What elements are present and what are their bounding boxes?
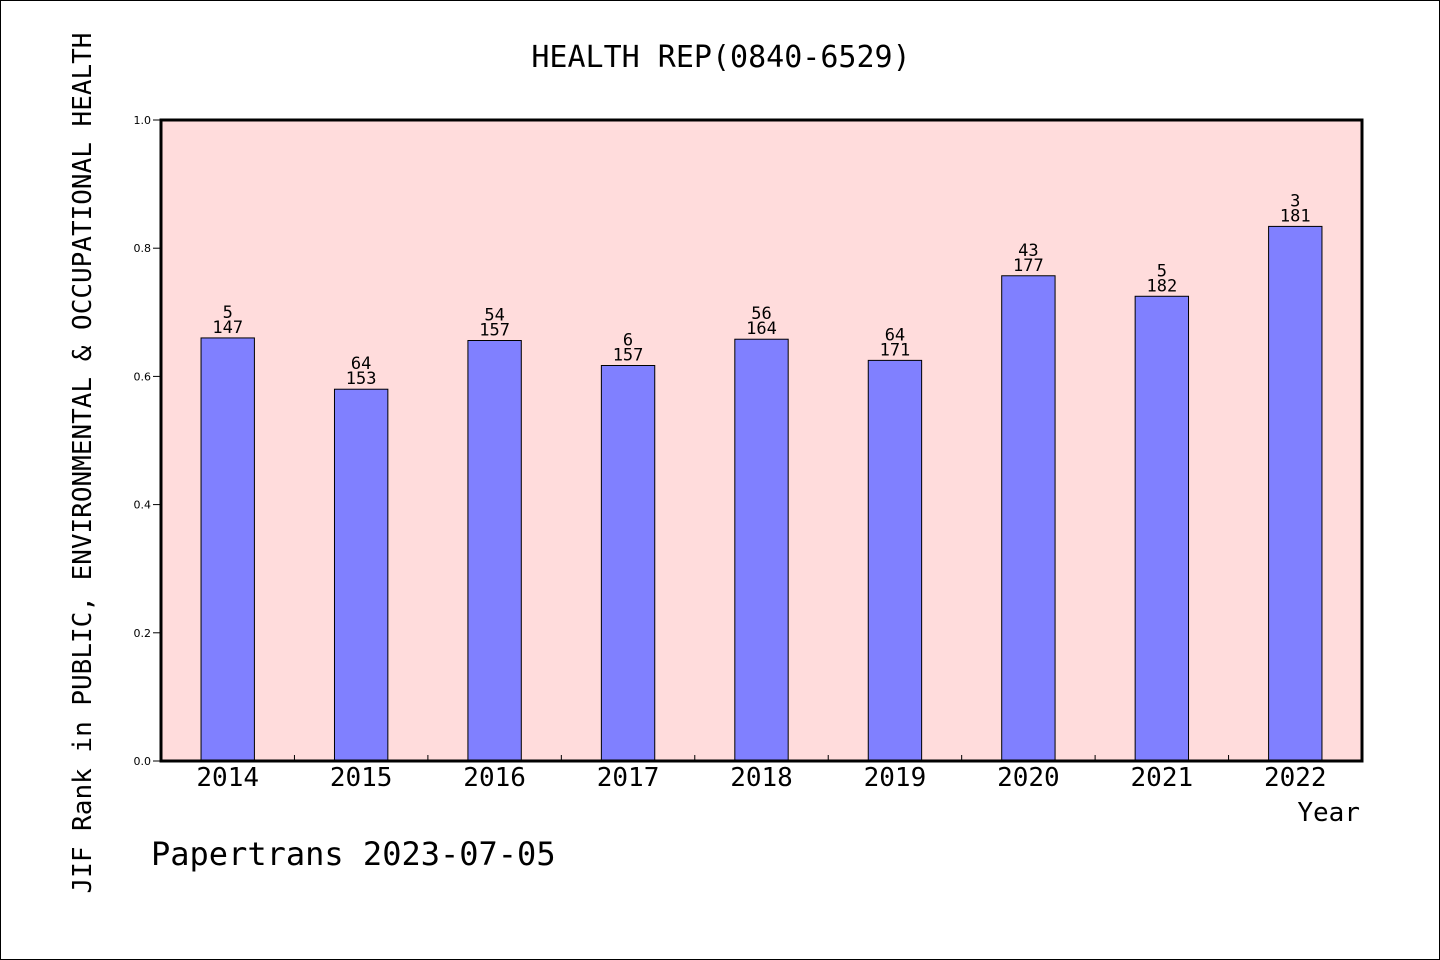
bar-2016 [467, 340, 522, 762]
bars [200, 225, 1323, 762]
y-axis: 0.0 0.2 0.4 0.6 0.8 1.0 [134, 114, 161, 768]
bar-label-total: 147 [212, 318, 243, 338]
x-tick-label: 2017 [597, 763, 660, 793]
x-tick-label: 2016 [463, 763, 526, 793]
bar-2022 [1268, 225, 1323, 762]
bar-label-total: 157 [479, 321, 510, 341]
y-tick-label: 0.4 [134, 499, 152, 512]
x-axis: 2014 2015 2016 2017 2018 2019 2020 2021 2022 [160, 755, 1363, 793]
bar-label-rank: 3 [1290, 191, 1300, 211]
bar-2019 [867, 359, 923, 762]
y-tick-label: 0.6 [134, 370, 152, 383]
x-tick-label: 2021 [1131, 763, 1194, 793]
bar-label-total: 182 [1146, 276, 1177, 296]
bar-label-total: 181 [1280, 206, 1311, 226]
footer-text: Papertrans 2023-07-05 [151, 835, 556, 873]
x-tick-label: 2020 [997, 763, 1060, 793]
y-tick-label: 0.0 [134, 755, 152, 768]
x-tick-label: 2015 [330, 763, 393, 793]
bar-label-total: 164 [746, 319, 777, 339]
y-tick-label: 0.2 [134, 627, 152, 640]
bar-2014 [200, 337, 255, 762]
bar-label-rank: 56 [751, 304, 771, 324]
x-axis-label: Year [1297, 798, 1360, 828]
bar-label-rank: 64 [351, 354, 371, 374]
bar-label-rank: 43 [1018, 241, 1038, 261]
bar-label-total: 177 [1013, 256, 1044, 276]
bar-2020 [1001, 275, 1056, 762]
bar-label-total: 171 [880, 340, 911, 360]
y-tick-label: 1.0 [134, 114, 152, 127]
chart-title: HEALTH REP(0840-6529) [531, 40, 910, 75]
bar-2015 [333, 388, 389, 762]
bar-label-total: 157 [613, 346, 644, 366]
bar-2021 [1134, 295, 1190, 762]
bar-label-rank: 54 [484, 306, 504, 326]
bar-label-rank: 5 [1157, 261, 1167, 281]
x-tick-label: 2014 [196, 763, 259, 793]
x-tick-label: 2018 [730, 763, 793, 793]
bar-label-total: 153 [346, 369, 377, 389]
bar-label-rank: 5 [223, 303, 233, 323]
bar-label-rank: 64 [885, 325, 905, 345]
bar-2018 [734, 338, 789, 762]
plot-border [159, 118, 1364, 763]
bar-2017 [600, 365, 656, 762]
y-tick-label: 0.8 [134, 242, 152, 255]
bar-label-rank: 6 [623, 331, 633, 351]
x-tick-label: 2019 [864, 763, 927, 793]
x-tick-label: 2022 [1264, 763, 1327, 793]
y-axis-label: JIF Rank in PUBLIC, ENVIRONMENTAL & OCCU… [68, 33, 98, 894]
